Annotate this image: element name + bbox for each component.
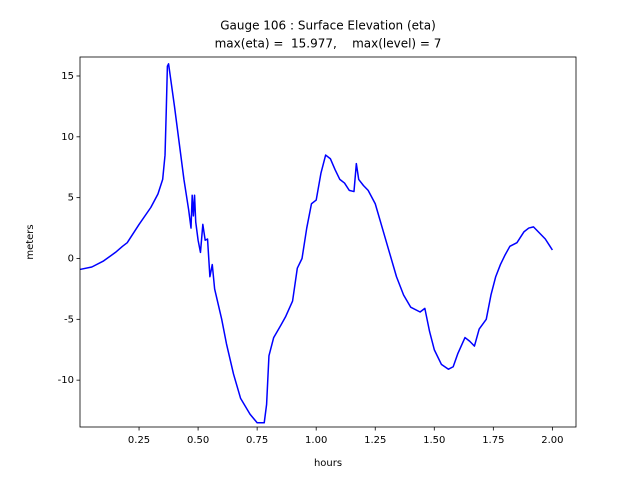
x-axis-label: hours: [314, 458, 342, 469]
x-tick-label: 0.50: [187, 435, 209, 446]
y-tick-label: -10: [58, 375, 74, 386]
x-tick-label: 1.50: [423, 435, 445, 446]
y-tick-label: 5: [68, 193, 74, 204]
y-tick-label: 10: [61, 132, 74, 143]
chart-subtitle: max(eta) = 15.977, max(level) = 7: [215, 37, 442, 51]
x-tick-label: 2.00: [541, 435, 563, 446]
x-tick-label: 0.25: [128, 435, 150, 446]
x-tick-label: 0.75: [246, 435, 268, 446]
y-tick-label: 15: [61, 71, 74, 82]
y-tick-label: -5: [64, 314, 74, 325]
plot-frame: [79, 56, 577, 428]
chart-title: Gauge 106 : Surface Elevation (eta): [220, 19, 436, 33]
y-tick-label: 0: [68, 253, 74, 264]
x-tick-label: 1.25: [364, 435, 386, 446]
x-tick-label: 1.75: [482, 435, 504, 446]
data-line: [79, 63, 554, 424]
x-tick-label: 1.00: [305, 435, 327, 446]
y-axis-label: meters: [25, 224, 36, 259]
